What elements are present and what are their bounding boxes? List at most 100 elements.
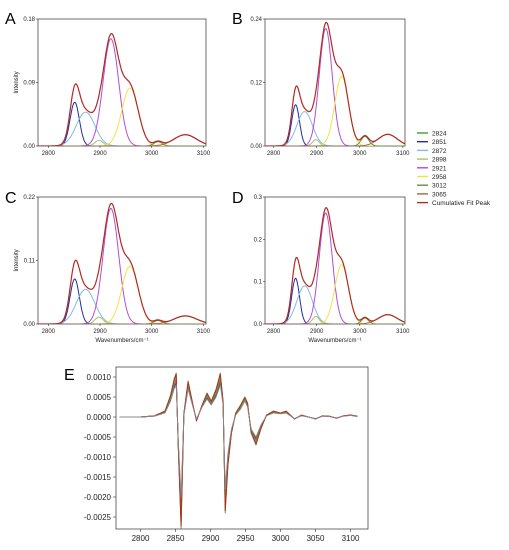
peak-2921-line [38,38,206,146]
x-tick-label: 3100 [197,151,211,157]
x-tick-label: 3050 [307,534,325,543]
panel-label: E [64,367,75,384]
y-tick-label: 0.0005 [87,393,112,402]
peak-2851-line [38,278,206,324]
legend-item-label: Cumulative Fit Peak [432,200,491,207]
plot-frame [115,366,369,530]
chart-panel-b: B 2800 2900 3000 3100 0.00 0.12 0.24 [232,11,410,157]
y-tick-label: 0.12 [250,81,262,87]
y-tick-label: -0.0005 [84,433,112,442]
peak-2851-line [265,104,405,146]
cumulative-fit-line [38,202,206,324]
peak-2921-line [265,27,405,146]
x-tick-label: 2800 [42,151,56,157]
y-tick-label: 0.0 [254,322,263,328]
curves [265,207,405,324]
legend-item-label: 2872 [432,148,447,155]
y-tick-label: -0.0015 [84,473,112,482]
peak-2958-line [265,75,405,146]
x-tick-label: 3000 [145,151,159,157]
peak-2958-line [38,265,206,324]
panel-label: A [5,11,16,28]
derivative-line [119,379,358,511]
peak-2958-line [265,264,405,324]
x-tick-label: 2800 [42,329,56,335]
cumulative-fit-line [265,21,405,146]
x-tick-label: 2900 [310,151,324,157]
peak-2851-line [38,101,206,146]
x-tick-label: 2900 [202,534,220,543]
curves [38,202,206,324]
y-tick-label: 0.0000 [87,413,112,422]
x-tick-label: 3000 [353,329,367,335]
peak-2872-line [265,285,405,324]
panel-label: C [5,190,17,207]
y-tick-label: -0.0025 [84,513,112,522]
y-tick-label: 0.18 [23,17,35,23]
peak-2921-line [38,207,206,324]
y-tick-label: -0.0010 [84,453,112,462]
x-tick-label: 3100 [197,329,211,335]
x-tick-label: 2900 [93,151,107,157]
derivative-curves [119,372,358,529]
x-tick-label: 2800 [267,329,281,335]
plot-frame [264,196,406,325]
y-tick-label: 0.2 [254,237,263,243]
peak-2958-line [38,87,206,146]
x-axis-label: Wavenumbers/cm⁻¹ [95,338,148,344]
y-axis-label: Intensity [14,71,20,93]
x-tick-label: 2800 [267,151,281,157]
peak-2851-line [265,277,405,324]
y-tick-label: 0.09 [23,81,35,87]
x-tick-label: 2850 [167,534,185,543]
y-tick-label: 0.3 [254,195,263,201]
legend-item-label: 2958 [432,174,447,181]
chart-panel-c: C 2800 2900 3000 3100 0.00 0.11 0.22 Intensity Wa… [5,190,211,344]
x-tick-label: 3100 [396,151,410,157]
x-tick-label: 3000 [272,534,290,543]
chart-panel-d: D 2800 2900 3000 3100 0.0 0.1 0.2 0.3 Wavenumbers… [232,190,410,344]
y-tick-label: 0.00 [23,322,35,328]
y-tick-label: 0.22 [23,195,35,201]
derivative-line [119,375,358,522]
derivative-line [119,384,358,498]
x-tick-label: 2900 [310,329,324,335]
x-tick-label: 3100 [396,329,410,335]
x-tick-label: 3000 [145,329,159,335]
legend-item-label: 3012 [432,183,447,190]
plot-frame [264,18,406,147]
x-tick-label: 2900 [93,329,107,335]
legend-item-label: 3065 [432,191,447,198]
peak-2872-line [38,111,206,146]
legend-item-label: 2851 [432,139,447,146]
curves [38,32,206,146]
cumulative-fit-line [38,32,206,146]
y-tick-label: 0.00 [23,144,35,150]
cumulative-fit-line [265,207,405,324]
derivative-line [119,382,358,504]
peak-2872-line [38,288,206,324]
derivative-line [119,373,358,527]
plot-frame [37,196,207,325]
legend-item-label: 2898 [432,157,447,164]
panel-label: D [232,190,244,207]
legend-item-label: 2824 [432,131,447,138]
plot-frame [37,18,207,147]
curves [265,21,405,146]
peak-2872-line [265,111,405,146]
x-tick-label: 2800 [132,534,150,543]
y-tick-label: 0.11 [24,259,36,265]
x-tick-label: 3100 [342,534,360,543]
x-tick-label: 3000 [353,151,367,157]
x-tick-label: 2950 [237,534,255,543]
x-axis-label: Wavenumbers/cm⁻¹ [308,338,361,344]
y-tick-label: 0.1 [254,280,263,286]
panel-label: B [232,11,243,28]
chart-panel-a: A 2800 2900 3000 3100 0.00 0.09 0.18 Intensity [5,11,211,157]
y-axis-label: Intensity [14,249,20,271]
legend-item-label: 2921 [432,165,447,172]
derivative-line [119,377,358,516]
y-tick-label: 0.0010 [87,373,112,382]
